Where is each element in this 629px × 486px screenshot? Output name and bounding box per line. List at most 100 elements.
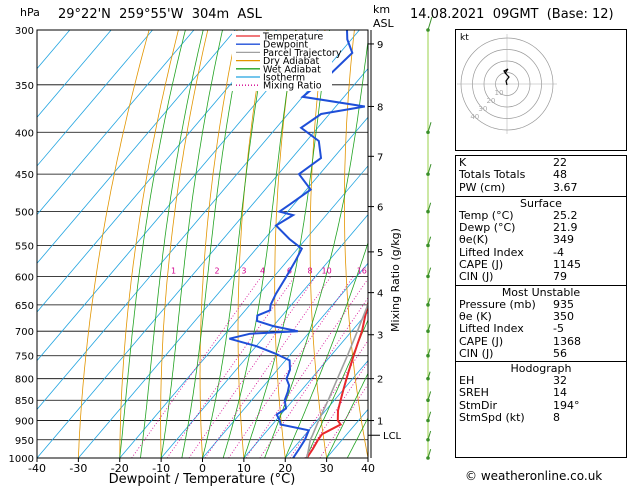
surface-row: Lifted Index -4 — [456, 246, 626, 259]
hodograph-stat-row: StmDir 194° — [456, 398, 626, 412]
surface-label: Dewp (°C) — [459, 221, 516, 235]
surface-row: Temp (°C) 25.2 — [456, 209, 626, 222]
isotherm-line — [37, 30, 236, 264]
surface-row: CIN (J) 79 — [456, 270, 626, 284]
pressure-tick-label: 750 — [15, 352, 34, 363]
mixing-ratio-line — [319, 383, 368, 458]
surface-title: Surface — [520, 196, 562, 210]
index-row: K 22 — [456, 156, 626, 169]
wet-adiabat-line — [160, 30, 223, 458]
wind-barb — [426, 329, 430, 334]
isotherm-line — [37, 30, 112, 118]
isotherm-line — [160, 214, 368, 458]
dry-adiabat-line — [237, 30, 267, 458]
wet-adiabat-line — [181, 30, 245, 458]
mixing-ratio-line — [188, 276, 317, 458]
isotherm-line — [37, 67, 368, 458]
index-value: 48 — [553, 168, 567, 182]
hodograph-ring-label: 10 — [494, 89, 503, 97]
lcl-label: LCL — [383, 431, 402, 442]
isotherm-line — [37, 30, 195, 216]
most-unstable-row: CAPE (J) 1368 — [456, 334, 626, 348]
asl-label: ASL — [373, 17, 394, 30]
pressure-tick-label: 300 — [15, 26, 34, 37]
x-tick-label: 40 — [361, 462, 375, 475]
hodograph-ring-label: 30 — [478, 105, 487, 113]
dry-adiabat-line — [119, 30, 179, 458]
km-tick-label: 5 — [377, 248, 383, 259]
mixing-ratio-label: 4 — [260, 266, 265, 275]
legend-label-mixing-ratio: Mixing Ratio — [263, 81, 322, 92]
surface-value: 21.9 — [553, 221, 578, 235]
mixing-ratio-line — [204, 276, 332, 458]
wind-barb-shaft — [427, 324, 431, 332]
wind-barb-shaft — [427, 122, 432, 133]
wind-barb-shaft — [427, 411, 432, 421]
wind-barb-shaft — [427, 348, 431, 356]
mixing-ratio-label: 2 — [214, 266, 219, 275]
mixing-ratio-line — [131, 276, 262, 458]
index-label: Totals Totals — [459, 168, 526, 182]
pressure-tick-label: 650 — [15, 301, 34, 312]
wind-barb-shaft — [427, 202, 432, 212]
km-tick-label: 6 — [377, 203, 383, 214]
pressure-tick-label: 950 — [15, 436, 34, 447]
temperature-line — [305, 300, 368, 458]
dry-adiabat-line — [343, 30, 368, 458]
legend-label-isotherm: Isotherm — [263, 73, 305, 84]
legend-label-temperature: Temperature — [262, 32, 323, 43]
surface-value: 1145 — [553, 258, 581, 272]
most-unstable-label: θe (K) — [459, 309, 492, 323]
surface-label: θe(K) — [459, 233, 489, 247]
dewpoint-line — [229, 30, 365, 458]
most-unstable-row: CIN (J) 56 — [456, 346, 626, 360]
surface-label: CIN (J) — [459, 270, 494, 284]
km-label: km — [373, 3, 391, 16]
hodograph-stat-label: StmDir — [459, 398, 498, 412]
pressure-tick-label: 350 — [15, 81, 34, 92]
most-unstable-label: CIN (J) — [459, 346, 494, 360]
pressure-tick-label: 850 — [15, 396, 34, 407]
pressure-tick-label: 550 — [15, 241, 34, 252]
mixing-ratio-label: 10 — [322, 266, 332, 275]
isotherm-line — [284, 360, 368, 458]
parcel-trajectory-line — [306, 302, 368, 458]
x-tick-label: 0 — [199, 462, 206, 475]
wet-adiabat-line — [202, 30, 269, 458]
isotherm-line — [243, 311, 368, 458]
wind-barb-shaft — [427, 371, 431, 379]
x-tick-label: -10 — [152, 462, 170, 475]
isotherm-line — [37, 30, 277, 313]
hodograph-stat-row: StmSpd (kt) 8 — [456, 411, 626, 424]
hodograph-stat-label: SREH — [459, 386, 489, 400]
wind-barb — [426, 353, 430, 358]
wind-barb-shaft — [427, 449, 432, 459]
dry-adiabat-line — [199, 30, 238, 458]
isotherm-line — [202, 262, 368, 458]
hpa-label: hPa — [20, 6, 40, 19]
hodograph-stat-value: 14 — [553, 386, 567, 400]
x-tick-label: 10 — [237, 462, 251, 475]
pressure-tick-label: 400 — [15, 128, 34, 139]
surface-value: 349 — [553, 233, 574, 247]
hodograph-stat-value: 32 — [553, 374, 567, 388]
km-tick-label: 9 — [377, 40, 383, 51]
wet-adiabat-line — [264, 38, 368, 458]
hodograph-ring-label: 40 — [470, 113, 479, 121]
index-label: PW (cm) — [459, 180, 506, 194]
pressure-tick-label: 500 — [15, 208, 34, 219]
legend-label-dry-adiabat: Dry Adiabat — [263, 56, 320, 67]
legend-label-parcel-trajectory: Parcel Trajectory — [263, 48, 342, 59]
wind-barb-shaft — [427, 236, 432, 246]
pressure-tick-label: 900 — [15, 417, 34, 428]
wind-barb — [426, 274, 430, 279]
wind-barb-shaft — [427, 391, 432, 401]
most-unstable-label: Lifted Index — [459, 322, 524, 336]
mixing-ratio-label: 16 — [357, 266, 367, 275]
most-unstable-label: CAPE (J) — [459, 334, 504, 348]
x-tick-label: 30 — [320, 462, 334, 475]
most-unstable-value: 935 — [553, 297, 574, 311]
hodograph-stat-value: 194° — [553, 398, 580, 412]
